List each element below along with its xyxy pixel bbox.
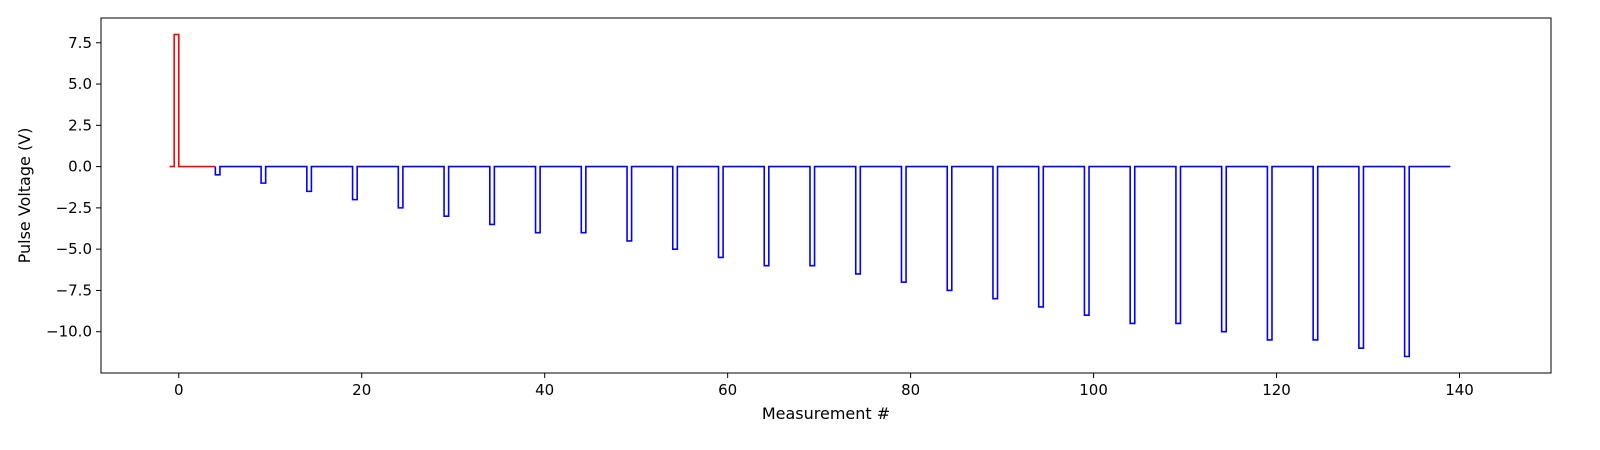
x-tick-label: 140 [1445, 381, 1474, 399]
series-red-line [169, 33, 216, 168]
y-tick-label: −5.0 [56, 240, 92, 258]
x-tick-label: 80 [901, 381, 920, 399]
x-tick-label: 40 [535, 381, 554, 399]
x-tick-label: 120 [1262, 381, 1291, 399]
x-tick-label: 20 [352, 381, 371, 399]
y-tick-label: −7.5 [56, 281, 92, 299]
y-tick-label: 5.0 [68, 75, 92, 93]
x-tick-label: 60 [718, 381, 737, 399]
y-tick-label: 2.5 [68, 116, 92, 134]
y-tick-label: 7.5 [68, 34, 92, 52]
y-tick-label: −10.0 [46, 323, 92, 341]
y-axis-label: Pulse Voltage (V) [15, 128, 34, 264]
plot-frame [100, 17, 1552, 374]
x-tick-label: 100 [1079, 381, 1108, 399]
y-axis-ticks: 7.5 5.0 2.5 0.0 −2.5 −5.0 −7.5 −10.0 [46, 34, 101, 341]
x-axis-ticks: 0 20 40 60 80 100 120 140 [174, 373, 1474, 399]
x-tick-label: 0 [174, 381, 184, 399]
x-axis-label: Measurement # [762, 404, 890, 423]
plot-area [169, 33, 1451, 358]
y-tick-label: −2.5 [56, 199, 92, 217]
y-tick-label: 0.0 [68, 158, 92, 176]
series-blue-line [214, 165, 1451, 358]
